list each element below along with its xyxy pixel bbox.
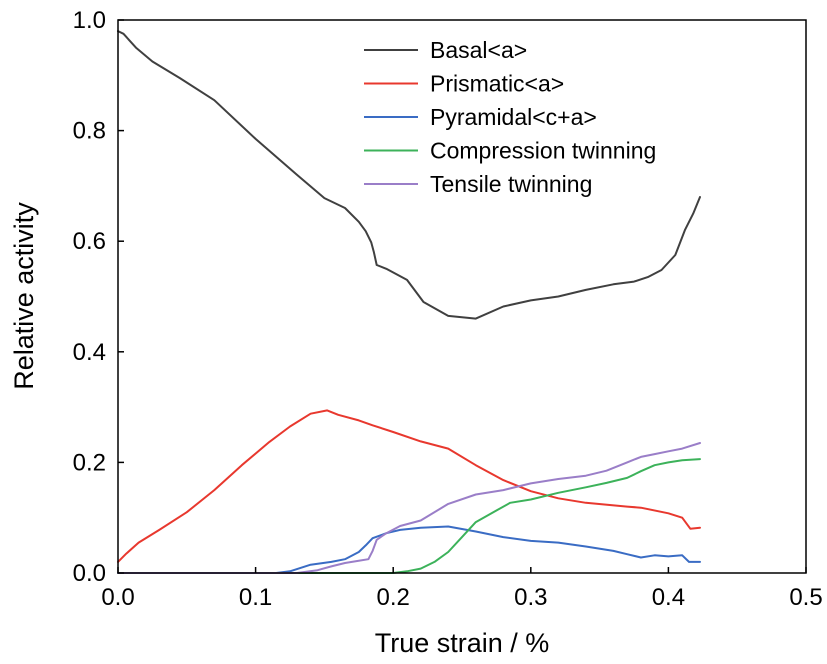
plot-frame <box>117 19 807 574</box>
x-tick-label: 0.5 <box>789 584 822 611</box>
y-tick-label: 0.4 <box>73 339 106 366</box>
x-axis-label: True strain / % <box>375 628 550 658</box>
x-tick-label: 0.0 <box>101 584 134 611</box>
y-tick-label: 0.8 <box>73 118 106 145</box>
legend-label-2: Pyramidal<c+a> <box>430 104 597 130</box>
series-line-0 <box>117 30 701 320</box>
legend: Basal<a> Prismatic<a> Pyramidal<c+a> Compre… <box>364 37 656 197</box>
x-axis-ticks: 0.0 0.1 0.2 0.3 0.4 0.5 <box>101 567 823 611</box>
y-axis-label: Relative activity <box>9 202 39 390</box>
y-tick-label: 1.0 <box>73 7 106 34</box>
legend-label-4: Tensile twinning <box>430 171 592 197</box>
y-axis-ticks: 0.0 0.2 0.4 0.6 0.8 1.0 <box>73 7 124 587</box>
legend-label-1: Prismatic<a> <box>430 71 564 97</box>
series-line-1 <box>117 409 701 563</box>
series-line-3 <box>117 458 701 574</box>
legend-label-3: Compression twinning <box>430 138 656 164</box>
series-line-2 <box>117 525 701 574</box>
y-tick-label: 0.0 <box>73 560 106 587</box>
x-tick-label: 0.4 <box>652 584 685 611</box>
series-lines <box>117 30 701 574</box>
x-tick-label: 0.2 <box>377 584 410 611</box>
x-tick-label: 0.3 <box>514 584 547 611</box>
x-tick-label: 0.1 <box>239 584 272 611</box>
y-tick-label: 0.6 <box>73 228 106 255</box>
series-line-4 <box>117 442 701 574</box>
y-tick-label: 0.2 <box>73 449 106 476</box>
legend-label-0: Basal<a> <box>430 37 527 63</box>
